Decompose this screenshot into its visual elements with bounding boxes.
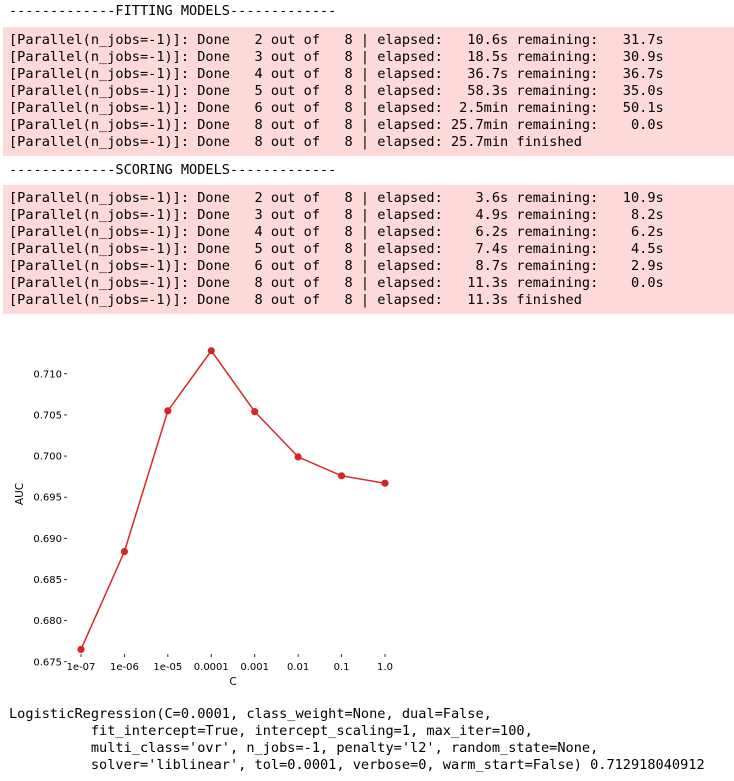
y-tick-label: 0.680	[33, 616, 62, 627]
log-line: [Parallel(n_jobs=-1)]: Done 8 out of 8 |…	[9, 292, 582, 308]
y-tick-label: 0.675	[33, 657, 62, 668]
data-point	[381, 479, 389, 487]
x-tick-label: 1e-05	[153, 662, 182, 673]
data-point	[164, 407, 172, 415]
scoring-header: -------------SCORING MODELS-------------	[9, 162, 337, 178]
fitting-header: -------------FITTING MODELS-------------	[9, 3, 337, 19]
scoring-log-block: [Parallel(n_jobs=-1)]: Done 2 out of 8 |…	[3, 185, 734, 314]
series-line	[80, 349, 386, 650]
y-axis-label: AUC	[14, 483, 26, 505]
x-tick-label: 0.1	[334, 662, 350, 673]
data-point	[251, 408, 259, 416]
y-tick-label: 0.685	[33, 575, 62, 586]
log-line: [Parallel(n_jobs=-1)]: Done 3 out of 8 |…	[9, 207, 664, 223]
output-line: solver='liblinear', tol=0.0001, verbose=…	[9, 757, 705, 773]
x-tick-label: 0.01	[287, 662, 309, 673]
y-tick-label: 0.690	[33, 534, 62, 545]
log-line: [Parallel(n_jobs=-1)]: Done 8 out of 8 |…	[9, 134, 582, 150]
y-tick-label: 0.700	[33, 452, 62, 463]
y-tick-label: 0.695	[33, 493, 62, 504]
y-axis: 0.675 0.680 0.685 0.690 0.695 0.700 0.705 0.710	[33, 369, 67, 668]
x-tick-label: 0.0001	[194, 662, 229, 673]
x-axis: 1e-07 1e-06 1e-05 0.0001 0.001 0.01 0.1 1.0	[67, 654, 393, 673]
data-point	[207, 347, 215, 355]
y-tick-label: 0.710	[33, 369, 62, 380]
x-tick-label: 1.0	[377, 662, 393, 673]
log-line: [Parallel(n_jobs=-1)]: Done 8 out of 8 |…	[9, 275, 664, 291]
log-line: [Parallel(n_jobs=-1)]: Done 2 out of 8 |…	[9, 190, 664, 206]
x-tick-label: 1e-06	[110, 662, 139, 673]
data-point	[294, 453, 302, 461]
fitting-log-block: [Parallel(n_jobs=-1)]: Done 2 out of 8 |…	[3, 27, 734, 156]
data-point	[337, 472, 346, 480]
output-line: fit_intercept=True, intercept_scaling=1,…	[9, 723, 533, 739]
log-line: [Parallel(n_jobs=-1)]: Done 3 out of 8 |…	[9, 49, 664, 65]
log-line: [Parallel(n_jobs=-1)]: Done 4 out of 8 |…	[9, 66, 664, 82]
log-line: [Parallel(n_jobs=-1)]: Done 6 out of 8 |…	[9, 258, 664, 274]
log-line: [Parallel(n_jobs=-1)]: Done 2 out of 8 |…	[9, 32, 664, 48]
x-axis-label: C	[229, 676, 236, 688]
output-line: multi_class='ovr', n_jobs=-1, penalty='l…	[9, 740, 599, 756]
x-tick-label: 0.001	[240, 662, 269, 673]
y-tick-label: 0.705	[33, 410, 62, 421]
series-points	[77, 347, 389, 654]
data-point	[77, 645, 85, 654]
auc-line-chart: 0.675 0.680 0.685 0.690 0.695 0.700 0.705 0.710…	[14, 347, 393, 688]
data-point	[120, 547, 129, 556]
x-tick-label: 1e-07	[67, 662, 96, 673]
log-line: [Parallel(n_jobs=-1)]: Done 8 out of 8 |…	[9, 117, 664, 133]
output-line: LogisticRegression(C=0.0001, class_weigh…	[9, 706, 492, 722]
log-line: [Parallel(n_jobs=-1)]: Done 5 out of 8 |…	[9, 83, 664, 99]
log-line: [Parallel(n_jobs=-1)]: Done 4 out of 8 |…	[9, 224, 664, 240]
log-line: [Parallel(n_jobs=-1)]: Done 5 out of 8 |…	[9, 241, 664, 257]
log-line: [Parallel(n_jobs=-1)]: Done 6 out of 8 |…	[9, 100, 664, 116]
